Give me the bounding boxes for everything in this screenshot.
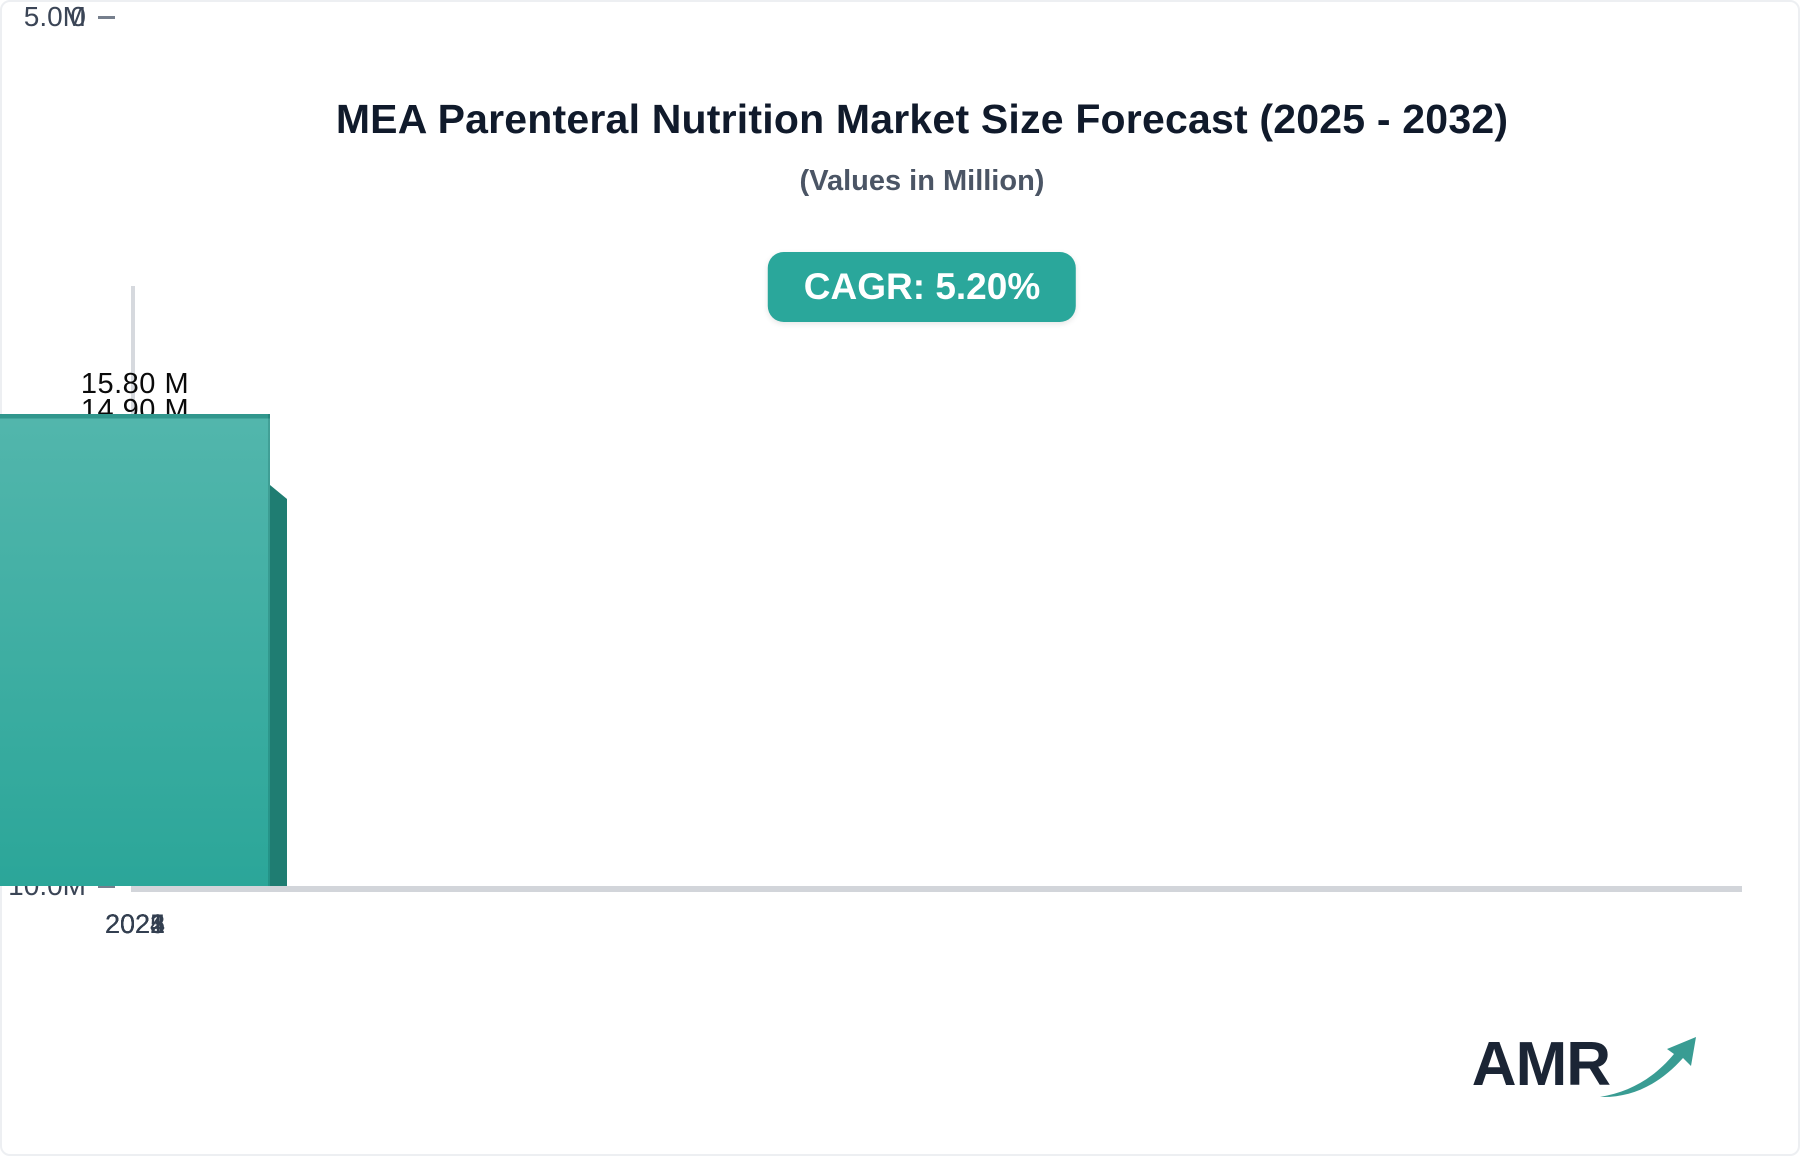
y-tick-mark [98, 16, 115, 19]
x-axis-label: 2023 [104, 909, 166, 939]
growth-arrow-icon [1600, 1037, 1696, 1098]
bar-value-label: 15.80 M [80, 368, 190, 400]
y-tick: 0 [0, 0, 130, 34]
x-axis-line [131, 886, 1742, 892]
y-tick-mark [98, 885, 115, 888]
bar-3d-side [270, 485, 287, 886]
x-axis-label: 2025 [104, 909, 166, 939]
bar-rect [0, 414, 270, 886]
chart-title: MEA Parenteral Nutrition Market Size For… [335, 96, 1509, 142]
amr-logo: AMR [1472, 1032, 1702, 1104]
y-tick-label: 0 [70, 1, 86, 32]
x-axis-label: 2024 [104, 909, 166, 939]
chart-subtitle: (Values in Million) [799, 165, 1045, 197]
y-tick-label: 5.0M [23, 1, 86, 32]
amr-logo-text: AMR [1471, 1030, 1611, 1099]
x-axis-label: 2021 [104, 909, 166, 939]
x-axis-label: 2022 [104, 909, 166, 939]
cagr-badge: CAGR: 5.20% [767, 252, 1077, 322]
